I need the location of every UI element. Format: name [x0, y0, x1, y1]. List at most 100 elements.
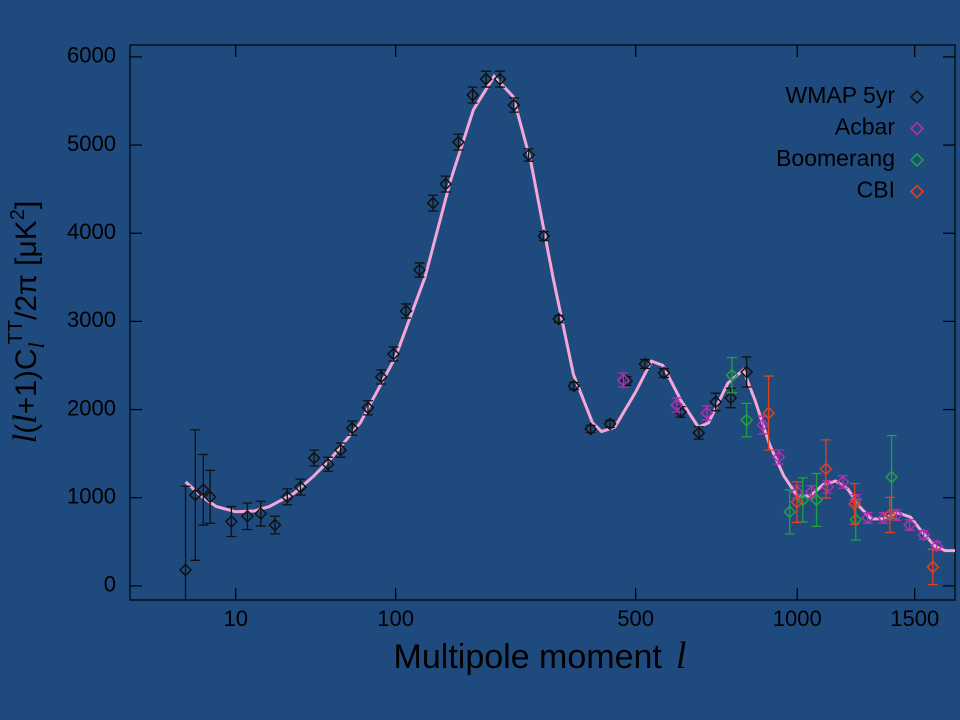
- error-bar: [849, 482, 860, 525]
- data-point: [345, 421, 359, 435]
- legend-marker: [909, 121, 925, 136]
- data-point: [861, 511, 875, 525]
- data-point: [399, 304, 413, 318]
- error-bar: [763, 375, 774, 451]
- data-point: [321, 457, 335, 471]
- x-tick-label: 10: [224, 606, 248, 631]
- error-bar: [811, 472, 822, 528]
- data-point: [700, 406, 714, 420]
- data-point: [334, 443, 348, 457]
- data-point: [819, 462, 833, 476]
- data-point: [885, 470, 899, 484]
- x-axis-label: Multipole moment l: [394, 635, 687, 677]
- error-bar: [741, 402, 752, 438]
- data-point: [670, 398, 684, 412]
- error-bar: [553, 314, 564, 324]
- x-label-symbol: l: [676, 635, 687, 677]
- x-label-text: Multipole moment: [394, 638, 663, 676]
- data-point: [439, 177, 453, 191]
- model-curve: [184, 73, 955, 553]
- y-label-part: 2: [7, 209, 29, 220]
- data-point: [740, 365, 754, 379]
- y-label-part: +1)C: [10, 348, 43, 414]
- y-label-part: (: [10, 424, 43, 434]
- legend-marker: [909, 89, 925, 105]
- error-bar: [198, 453, 209, 526]
- x-tick-label: 500: [617, 606, 654, 631]
- data-point: [783, 505, 797, 519]
- y-tick-label: 0: [104, 572, 116, 597]
- data-point: [804, 485, 818, 499]
- data-point: [196, 483, 210, 497]
- data-point: [638, 357, 652, 371]
- error-bar: [255, 500, 266, 527]
- data-point: [756, 418, 770, 432]
- data-point: [268, 518, 282, 532]
- plot-frame: [129, 44, 956, 601]
- error-bar: [639, 358, 650, 370]
- y-label-part: l: [7, 414, 44, 423]
- data-point: [772, 450, 786, 464]
- data-point: [849, 513, 863, 527]
- data-point: [280, 490, 294, 504]
- data-point: [657, 366, 671, 380]
- error-bar: [791, 481, 802, 524]
- error-bar: [658, 367, 669, 379]
- error-bar: [190, 429, 201, 561]
- data-point: [603, 417, 617, 431]
- y-label-part: TT: [5, 320, 27, 344]
- y-label-part: l: [24, 342, 49, 348]
- data-point: [616, 373, 630, 387]
- data-point: [724, 391, 738, 405]
- data-point: [917, 528, 931, 542]
- legend-label: WMAP 5yr: [786, 82, 896, 108]
- data-point: [692, 426, 706, 440]
- error-bar: [927, 548, 938, 586]
- data-point: [188, 488, 202, 502]
- data-point: [412, 263, 427, 277]
- data-point: [507, 98, 521, 112]
- y-tick-label: 6000: [67, 43, 116, 68]
- y-axis-label: l(l+1)ClTT/2π [μK2]: [5, 201, 49, 443]
- data-point: [809, 493, 824, 507]
- data-point: [537, 229, 551, 243]
- error-bar: [180, 485, 191, 600]
- data-point: [883, 508, 897, 522]
- x-tick-label: 100: [377, 606, 414, 631]
- error-bar: [820, 439, 831, 499]
- error-bar: [538, 230, 549, 242]
- data-point: [493, 72, 507, 86]
- legend-marker: [909, 184, 925, 199]
- data-point: [522, 148, 536, 162]
- data-point: [584, 422, 598, 436]
- data-point: [926, 560, 940, 574]
- data-point: [240, 509, 255, 523]
- y-tick-label: 2000: [67, 395, 116, 420]
- data-point: [740, 413, 754, 427]
- data-point: [848, 497, 862, 511]
- data-point: [203, 490, 217, 504]
- x-tick-label: 1000: [773, 606, 822, 631]
- data-point: [567, 379, 581, 393]
- legend-marker: [909, 152, 925, 168]
- data-point: [821, 480, 835, 494]
- error-bar: [726, 356, 737, 394]
- error-bar: [605, 419, 616, 429]
- y-label-part: /2π [μK: [10, 220, 43, 320]
- data-point: [903, 518, 917, 532]
- error-bar: [568, 381, 579, 391]
- legend-label: Acbar: [835, 114, 895, 140]
- data-point: [466, 88, 480, 102]
- y-tick-label: 5000: [67, 131, 116, 156]
- error-bar: [784, 489, 795, 535]
- data-point: [552, 312, 566, 326]
- error-bar: [884, 496, 895, 534]
- data-point: [836, 475, 850, 489]
- data-point: [386, 347, 401, 361]
- data-point: [307, 451, 321, 465]
- plot-area: [178, 70, 955, 600]
- data-point: [178, 563, 193, 577]
- data-point: [479, 72, 493, 86]
- y-label-part: l: [7, 434, 44, 443]
